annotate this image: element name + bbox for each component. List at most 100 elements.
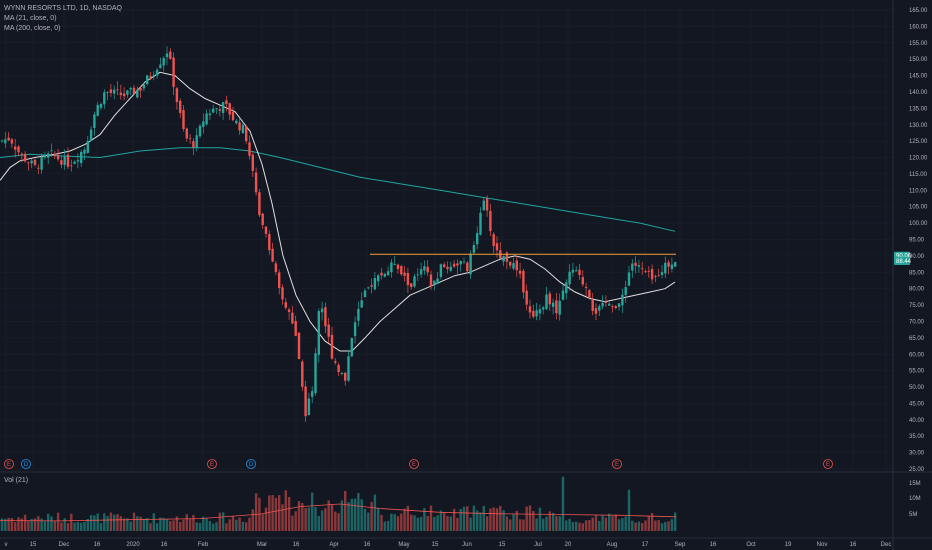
candle-body bbox=[443, 264, 446, 268]
candle-body bbox=[73, 161, 76, 164]
volume-axis: 15M 10M 5M bbox=[909, 481, 921, 518]
candle-body bbox=[132, 87, 136, 95]
time-tick-label: Feb bbox=[198, 542, 209, 548]
volume-bar bbox=[347, 502, 350, 531]
volume-bar bbox=[99, 523, 103, 531]
candle-body bbox=[647, 271, 650, 272]
price-tick-label: 100.00 bbox=[909, 221, 928, 227]
price-axis[interactable]: 165.00 160.00 155.00 150.00 145.00 140.00 135.… bbox=[909, 8, 928, 473]
ma-price-tag-text: 88.44 bbox=[896, 259, 912, 265]
ma21-legend: MA (21, close, 0) bbox=[4, 15, 57, 22]
candle-body bbox=[271, 248, 274, 262]
volume-bar bbox=[248, 517, 251, 531]
time-tick-label: 16 bbox=[293, 542, 300, 548]
time-axis[interactable]: v 15 Dec 16 2020 16 Feb Mar 16 Apr 16 May 15 Jun 15 Jul… bbox=[5, 542, 892, 548]
volume-bar bbox=[416, 517, 419, 531]
price-tick-label: 70.00 bbox=[909, 319, 925, 325]
candle-body bbox=[33, 159, 37, 165]
volume-bar bbox=[30, 518, 33, 531]
candle-body bbox=[502, 255, 505, 262]
volume-bar bbox=[169, 521, 172, 531]
earnings-label: D bbox=[24, 462, 29, 468]
candle-body bbox=[561, 290, 565, 300]
volume-bar bbox=[462, 506, 466, 531]
candle-body bbox=[10, 139, 14, 144]
volume-bar bbox=[472, 505, 476, 531]
time-tick-label: Jul bbox=[534, 542, 542, 548]
time-tick-label: Mar bbox=[257, 542, 267, 548]
candle-body bbox=[258, 192, 261, 216]
candle-body bbox=[228, 103, 231, 115]
volume-bar bbox=[195, 522, 198, 531]
candle-body bbox=[538, 309, 542, 314]
volume-bar bbox=[548, 511, 551, 531]
candle-body bbox=[347, 356, 350, 381]
candle-body bbox=[624, 287, 627, 295]
price-tick-label: 95.00 bbox=[909, 238, 925, 244]
volume-bar bbox=[380, 514, 383, 531]
candle-body bbox=[654, 276, 657, 278]
volume-bar bbox=[485, 516, 489, 531]
volume-bar bbox=[297, 501, 301, 531]
volume-bar bbox=[644, 520, 647, 531]
candle-body bbox=[93, 114, 96, 128]
volume-bar bbox=[23, 514, 27, 531]
candle-body bbox=[419, 269, 423, 275]
volume-bar bbox=[433, 517, 436, 531]
volume-bar bbox=[212, 523, 215, 531]
price-tick-label: 105.00 bbox=[909, 205, 928, 211]
volume-bar bbox=[324, 508, 327, 531]
candle-body bbox=[617, 303, 621, 307]
volume-bar bbox=[591, 517, 594, 531]
volume-bar bbox=[492, 507, 495, 531]
candle-body bbox=[472, 245, 476, 253]
volume-bar bbox=[33, 518, 37, 531]
volume-bar bbox=[149, 523, 152, 531]
candle-body bbox=[545, 294, 548, 310]
time-tick-label: 16 bbox=[850, 542, 857, 548]
candle-body bbox=[396, 264, 400, 269]
candle-body bbox=[479, 212, 482, 235]
volume-bar bbox=[627, 489, 631, 531]
volume-bar bbox=[20, 518, 23, 531]
candle-body bbox=[340, 372, 344, 375]
candle-body bbox=[565, 282, 568, 293]
candle-body bbox=[129, 87, 132, 90]
volume-bar bbox=[76, 521, 80, 531]
candle-body bbox=[86, 140, 89, 153]
dividend-icon bbox=[246, 459, 256, 469]
time-tick-label: 15 bbox=[499, 542, 506, 548]
symbol-title: WYNN RESORTS LTD, 1D, NASDAQ bbox=[4, 5, 122, 12]
volume-bar bbox=[535, 518, 538, 531]
candle-body bbox=[202, 121, 205, 127]
candle-body bbox=[149, 76, 152, 78]
candle-body bbox=[56, 154, 60, 160]
earnings-icon bbox=[823, 459, 833, 469]
price-tick-label: 75.00 bbox=[909, 303, 925, 309]
volume-bar bbox=[317, 515, 320, 531]
candle-body bbox=[119, 92, 122, 96]
volume-bar bbox=[218, 512, 221, 531]
earnings-label: E bbox=[826, 462, 830, 468]
candle-body bbox=[370, 285, 373, 287]
candle-body bbox=[208, 113, 212, 116]
volume-bar bbox=[73, 522, 76, 531]
volume-bar bbox=[152, 513, 155, 531]
volume-bar bbox=[446, 516, 449, 531]
volume-bar bbox=[0, 518, 4, 531]
candle-body bbox=[528, 306, 532, 313]
candle-body bbox=[469, 253, 472, 275]
volume-bar bbox=[542, 518, 545, 531]
volume-bar bbox=[571, 521, 575, 531]
volume-bar bbox=[14, 522, 17, 531]
candle-body bbox=[439, 264, 443, 277]
volume-bar bbox=[188, 519, 192, 531]
volume-bar bbox=[215, 522, 218, 531]
volume-bar bbox=[198, 522, 202, 531]
volume-bar bbox=[515, 510, 518, 531]
volume-bar bbox=[47, 513, 50, 531]
ma200-line bbox=[0, 147, 676, 232]
candle-body bbox=[509, 261, 512, 266]
